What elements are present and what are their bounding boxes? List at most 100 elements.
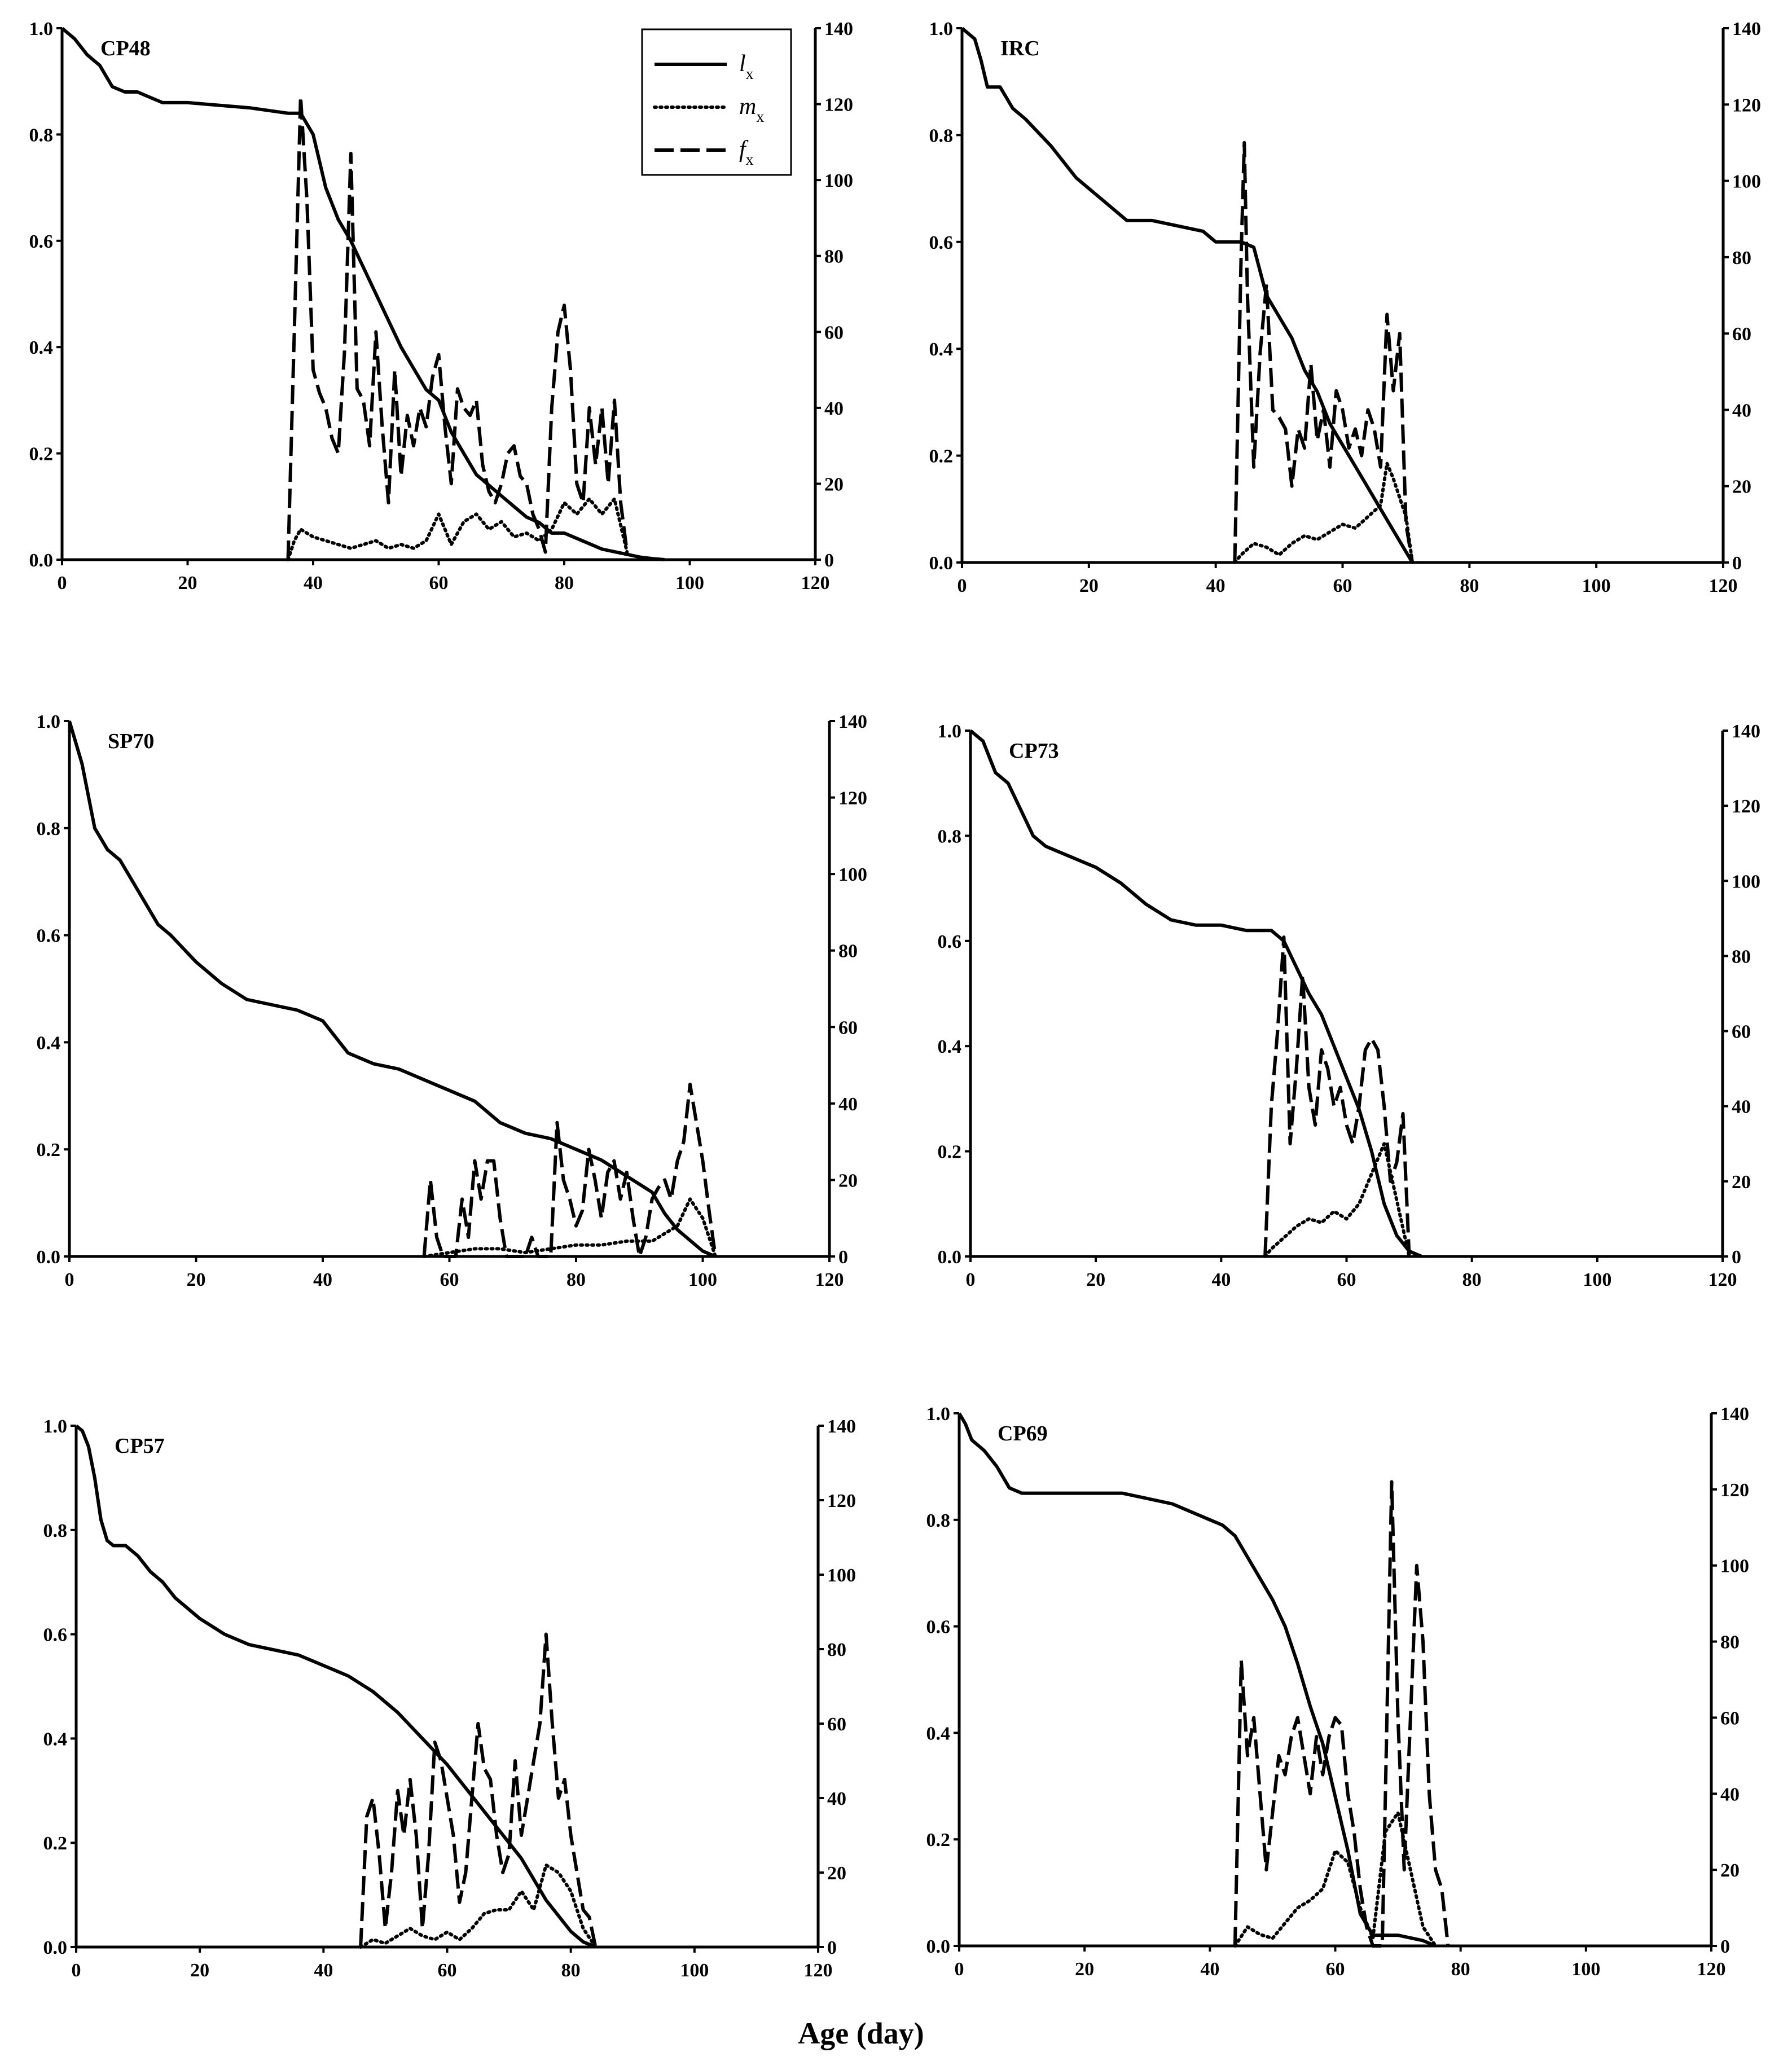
y-left-tick-label: 0.8	[926, 1510, 951, 1531]
panel-title: CP69	[998, 1422, 1048, 1445]
y-left-tick-label: 1.0	[929, 19, 954, 39]
series-lx	[68, 720, 717, 1258]
y-left-tick-label: 0.6	[43, 1625, 68, 1646]
series-lx	[969, 729, 1422, 1258]
series-lx	[75, 1424, 596, 1949]
y-right-tick-label: 60	[1732, 324, 1751, 345]
y-left-tick-label: 0.2	[37, 1140, 61, 1161]
y-right-tick-label: 60	[1732, 1022, 1751, 1043]
y-left-tick-label: 0.8	[29, 125, 54, 146]
y-right-tick-label: 20	[1720, 1860, 1740, 1881]
y-right-tick-label: 40	[838, 1094, 858, 1115]
y-right-tick-label: 0	[1720, 1936, 1730, 1957]
x-tick-label: 20	[1075, 1959, 1094, 1980]
y-right-tick-label: 60	[838, 1017, 858, 1038]
x-tick-label: 120	[804, 1960, 833, 1981]
y-right-tick-label: 20	[827, 1863, 846, 1884]
x-tick-label: 120	[815, 1269, 844, 1290]
series-lx	[61, 27, 665, 561]
panel-title: IRC	[1000, 37, 1040, 60]
x-tick-label: 120	[801, 573, 830, 594]
panels: 0 20 40 60 80 100 120 0.0 0.2 0.4 0.6 0.8 1.0 0 20 40 60…	[29, 19, 1762, 1981]
x-tick-label: 80	[561, 1960, 581, 1981]
y-right-tick-label: 140	[1732, 721, 1760, 742]
y-right-tick-label: 80	[1732, 946, 1751, 967]
y-left-tick-label: 0.2	[929, 446, 954, 467]
panel-title: CP48	[100, 37, 151, 60]
y-left-tick-label: 1.0	[43, 1416, 68, 1437]
y-left-tick-label: 0.0	[926, 1936, 951, 1957]
x-tick-label: 0	[955, 1959, 964, 1980]
y-right-tick-label: 20	[1732, 1172, 1751, 1193]
y-right-tick-label: 20	[838, 1170, 858, 1191]
y-right-tick-label: 140	[827, 1416, 856, 1437]
y-right-tick-label: 80	[1720, 1632, 1740, 1653]
x-tick-label: 60	[1326, 1959, 1345, 1980]
y-right-tick-label: 0	[838, 1247, 848, 1268]
x-tick-label: 0	[966, 1269, 976, 1290]
x-tick-label: 100	[688, 1269, 717, 1290]
y-right-tick-label: 120	[1720, 1480, 1749, 1501]
y-right-tick-label: 140	[838, 711, 867, 732]
y-left-tick-label: 0.4	[43, 1729, 68, 1750]
y-left-tick-label: 0.6	[926, 1617, 951, 1638]
y-right-tick-label: 0	[1732, 1247, 1741, 1268]
series-mx	[359, 1863, 598, 1949]
y-left-tick-label: 0.2	[43, 1833, 68, 1854]
y-left-tick-label: 0.8	[929, 125, 954, 146]
y-right-tick-label: 60	[824, 322, 844, 343]
y-right-tick-label: 100	[838, 864, 867, 885]
y-right-tick-label: 100	[824, 170, 853, 191]
y-right-tick-label: 120	[1732, 796, 1760, 817]
y-right-tick-label: 140	[1732, 19, 1761, 39]
y-right-tick-label: 0	[824, 550, 834, 571]
y-left-tick-label: 0.4	[938, 1036, 962, 1057]
y-left-tick-label: 0.2	[938, 1142, 962, 1163]
y-right-tick-label: 0	[827, 1937, 837, 1958]
panel-title: CP57	[115, 1434, 165, 1458]
y-left-tick-label: 0.4	[929, 339, 954, 360]
x-tick-label: 20	[190, 1960, 209, 1981]
y-right-tick-label: 100	[827, 1565, 856, 1586]
series-mx	[1263, 1142, 1411, 1258]
series-fx	[1263, 935, 1411, 1257]
x-tick-label: 20	[1079, 575, 1099, 596]
x-tick-label: 0	[65, 1269, 74, 1290]
x-tick-label: 40	[304, 573, 323, 594]
y-left-tick-label: 0.0	[929, 553, 954, 574]
x-tick-label: 100	[1571, 1959, 1600, 1980]
x-tick-label: 20	[187, 1269, 206, 1290]
y-left-tick-label: 0.0	[37, 1247, 61, 1268]
y-left-tick-label: 0.6	[29, 231, 54, 252]
y-right-tick-label: 80	[827, 1640, 846, 1660]
legend-box	[641, 28, 792, 176]
series-mx	[422, 1197, 717, 1258]
series-fx	[1233, 1480, 1450, 1948]
y-right-tick-label: 120	[827, 1491, 856, 1511]
y-left-tick-label: 0.8	[938, 826, 962, 847]
series-lx	[961, 27, 1414, 564]
x-tick-label: 100	[1582, 575, 1611, 596]
x-tick-label: 80	[555, 573, 574, 594]
x-tick-label: 100	[1583, 1269, 1611, 1290]
chart-panel-cp73: 0 20 40 60 80 100 120 0.0 0.2 0.4 0.6 0.8 1.0 0 20 40 60…	[938, 721, 1761, 1290]
panel-title: SP70	[108, 730, 154, 753]
y-right-tick-label: 100	[1720, 1556, 1749, 1577]
y-left-tick-label: 0.6	[37, 926, 61, 947]
y-right-tick-label: 60	[827, 1714, 846, 1735]
y-right-tick-label: 120	[824, 95, 853, 116]
y-right-tick-label: 20	[1732, 477, 1751, 498]
x-tick-label: 80	[566, 1269, 586, 1290]
x-tick-label: 40	[1211, 1269, 1231, 1290]
x-axis-label: Age (day)	[798, 2016, 924, 2050]
x-tick-label: 120	[1708, 1269, 1737, 1290]
chart-panel-irc: 0 20 40 60 80 100 120 0.0 0.2 0.4 0.6 0.8 1.0 0 20 40 60…	[929, 19, 1762, 596]
y-right-tick-label: 140	[824, 19, 853, 39]
y-right-tick-label: 100	[1732, 172, 1761, 192]
x-tick-label: 120	[1709, 575, 1738, 596]
y-right-tick-label: 40	[1732, 400, 1751, 421]
y-left-tick-label: 0.0	[938, 1247, 962, 1268]
y-left-tick-label: 0.4	[37, 1032, 61, 1053]
panel-title: CP73	[1009, 739, 1059, 763]
